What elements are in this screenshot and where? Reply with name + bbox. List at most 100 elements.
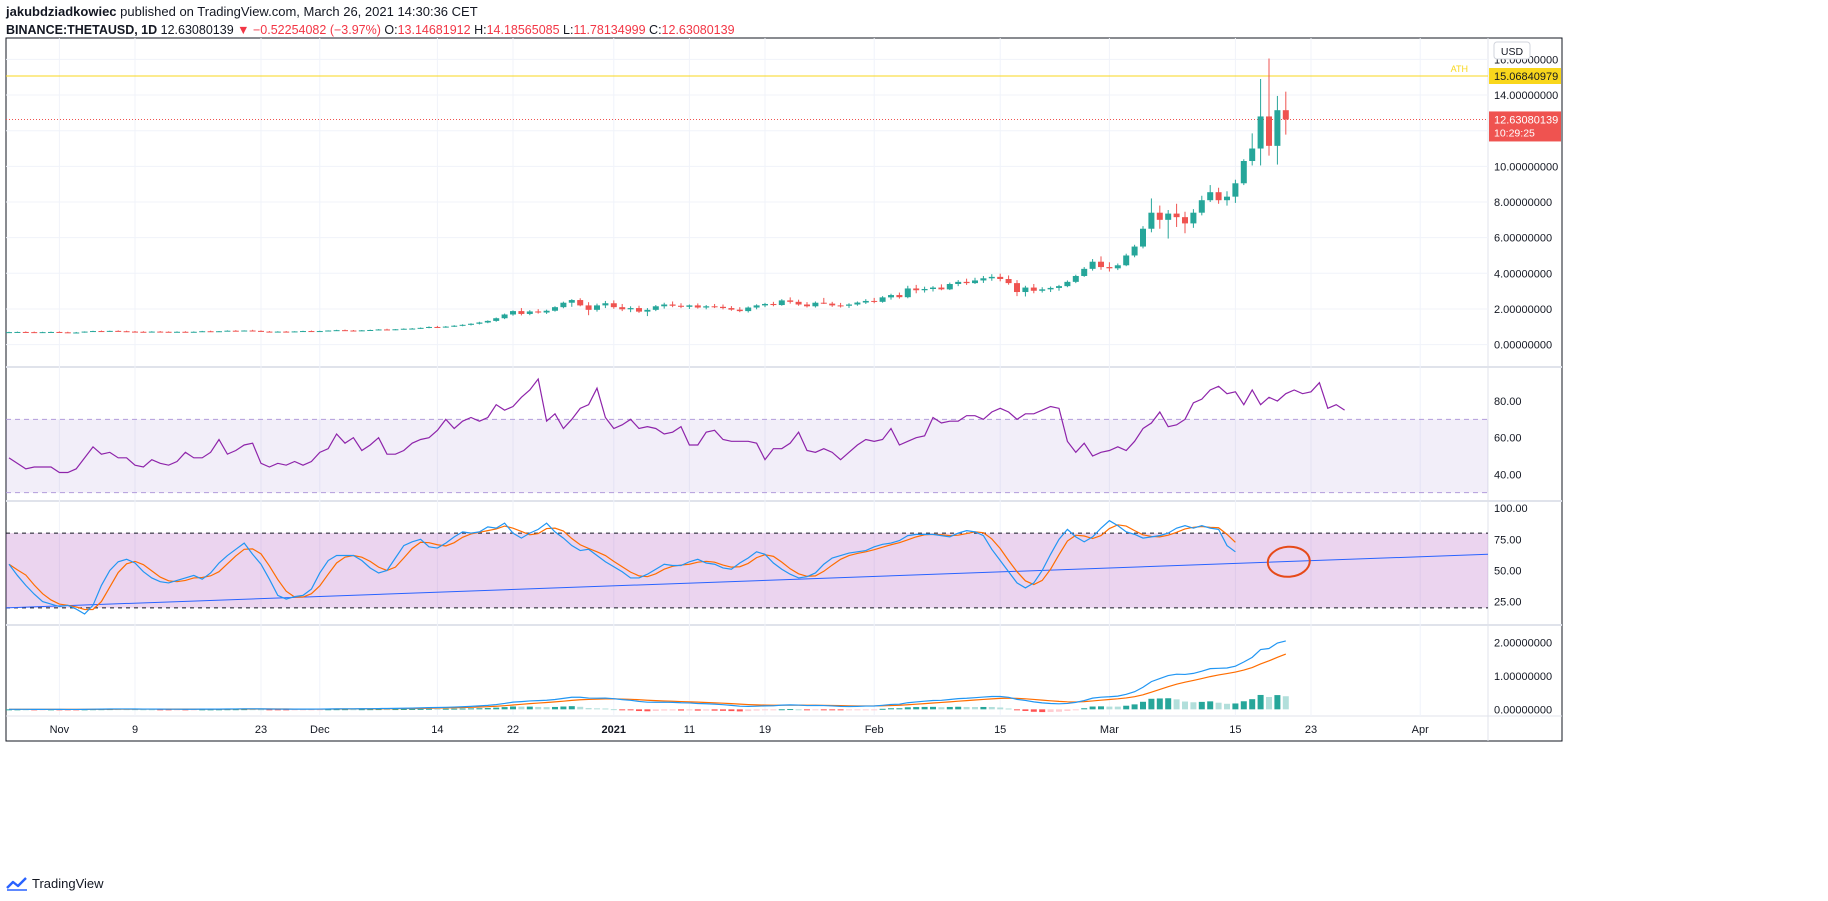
candle-body	[98, 331, 105, 333]
candle-body	[174, 331, 180, 333]
macd-histogram-bar	[1022, 709, 1029, 711]
candle-body	[426, 326, 432, 328]
candle-body	[459, 324, 466, 326]
macd-histogram-bar	[190, 709, 197, 711]
candle-body	[1140, 228, 1146, 247]
candle-body	[1173, 213, 1180, 218]
macd-histogram-bar	[1114, 706, 1121, 710]
candle-body	[342, 330, 348, 332]
candle-body	[568, 300, 575, 303]
publication-header: jakubdziadkowiec published on TradingVie…	[6, 4, 478, 19]
candle-body	[904, 288, 911, 298]
candle-body	[140, 331, 147, 333]
candle-body	[778, 300, 785, 306]
candle-body	[913, 288, 920, 291]
x-tick-label: Apr	[1412, 724, 1429, 736]
macd-histogram-bar	[1173, 699, 1180, 710]
macd-histogram-bar	[921, 706, 928, 710]
candle-body	[1064, 281, 1071, 287]
currency-label: USD	[1501, 46, 1524, 58]
candle-body	[199, 331, 206, 333]
macd-histogram-bar	[1148, 698, 1155, 710]
macd-histogram-bar	[434, 708, 441, 710]
open-value: 13.14681912	[397, 23, 471, 37]
candle-body	[972, 280, 978, 284]
price-tick-label: 14.00000000	[1494, 90, 1558, 102]
candle-body	[988, 276, 995, 279]
macd-signal-line	[8, 653, 1287, 710]
macd-histogram-bar	[140, 709, 147, 711]
candle-body	[1198, 200, 1205, 213]
macd-histogram-bar	[535, 706, 542, 710]
macd-histogram-bar	[753, 709, 760, 711]
macd-histogram-bar	[762, 709, 768, 711]
macd-histogram-bar	[904, 707, 911, 710]
macd-histogram-bar	[888, 708, 894, 710]
candle-body	[879, 297, 886, 302]
macd-histogram-bar	[1207, 701, 1214, 710]
candle-body	[829, 303, 836, 306]
price-tick-label: 4.00000000	[1494, 268, 1552, 280]
candle-body	[1005, 279, 1012, 284]
macd-histogram-bar	[694, 709, 701, 711]
macd-histogram-bar	[350, 709, 357, 711]
candle-body	[115, 330, 122, 332]
macd-histogram-bar	[1039, 709, 1046, 713]
x-tick-label: 9	[132, 724, 138, 736]
candle-body	[896, 295, 903, 298]
candle-body	[283, 331, 290, 333]
macd-histogram-bar	[1089, 706, 1096, 710]
candle-body	[190, 331, 197, 333]
high-value: 14.18565085	[486, 23, 560, 37]
candle-body	[31, 332, 38, 334]
macd-tick-label: 0.00000000	[1494, 704, 1552, 716]
macd-histogram-bar	[325, 709, 332, 711]
macd-histogram-bar	[392, 709, 399, 711]
macd-histogram-bar	[182, 709, 189, 711]
price-tick-label: 2.00000000	[1494, 304, 1552, 316]
macd-histogram-bar	[930, 706, 936, 710]
publisher-name[interactable]: jakubdziadkowiec	[6, 4, 117, 19]
macd-histogram-bar	[6, 709, 12, 711]
candle-body	[1022, 287, 1029, 293]
macd-histogram-bar	[1266, 696, 1272, 710]
macd-histogram-bar	[1005, 708, 1012, 710]
candle-body	[325, 330, 332, 332]
candle-body	[392, 329, 399, 331]
macd-tick-label: 1.00000000	[1494, 671, 1552, 683]
tradingview-brand[interactable]: TradingView	[6, 876, 104, 891]
candle-body	[1182, 217, 1188, 224]
macd-histogram-bar	[778, 709, 785, 711]
candle-body	[585, 305, 592, 310]
macd-line	[8, 640, 1286, 711]
chart-frame	[5, 37, 1563, 742]
macd-histogram-bar	[526, 706, 533, 710]
candle-body	[820, 302, 827, 304]
candle-body	[39, 332, 46, 334]
macd-histogram-bar	[501, 707, 508, 710]
macd-histogram-bar	[745, 709, 752, 712]
macd-histogram-bar	[216, 709, 222, 711]
macd-histogram-bar	[358, 709, 365, 711]
x-tick-label: 14	[431, 724, 443, 736]
candle-body	[980, 278, 987, 281]
candle-body	[451, 325, 458, 327]
price-chart[interactable]: Nov 9 23 Dec 14 22 2021 11 19 Feb 15 Mar 15 23 Apr16.0…	[0, 0, 1828, 870]
macd-histogram-bar	[997, 707, 1004, 710]
candle-body	[552, 307, 558, 311]
macd-histogram-bar	[577, 706, 584, 710]
rsi-tick-label: 60.00	[1494, 433, 1522, 445]
macd-histogram-bar	[804, 709, 810, 711]
macd-histogram-bar	[468, 708, 474, 710]
macd-histogram-bar	[568, 706, 575, 710]
macd-histogram-bar	[972, 706, 978, 710]
x-tick-label: 15	[994, 724, 1006, 736]
macd-histogram-bar	[703, 709, 710, 711]
macd-histogram-bar	[787, 709, 794, 711]
macd-histogram-bar	[1106, 706, 1113, 710]
symbol-legend: BINANCE:THETAUSD, 1D 12.63080139 ▼ −0.52…	[6, 23, 735, 37]
candle-body	[543, 310, 550, 313]
candle-body	[602, 303, 609, 306]
candle-body	[434, 326, 441, 328]
macd-histogram-bar	[367, 709, 374, 711]
